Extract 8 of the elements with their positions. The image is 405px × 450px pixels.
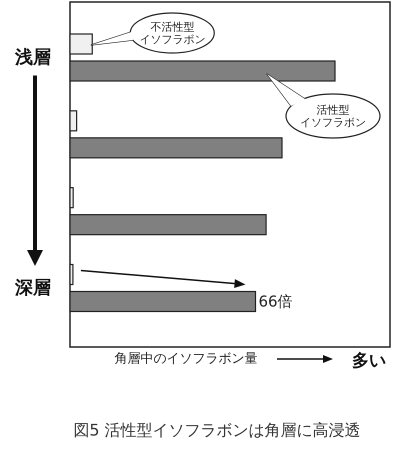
annotation: 66倍 [258, 292, 293, 310]
text: 図5 活性型イソフラボンは角層に高浸透 [73, 420, 361, 440]
y-tick-label: 深層 [14, 278, 51, 298]
text: 不活性型イソフラボン [139, 20, 206, 46]
x-axis-title: 角層中のイソフラボン量 [114, 352, 258, 366]
text: 多い [352, 351, 386, 371]
series-label: 活性型イソフラボン [300, 104, 366, 130]
y-tick-label: 浅層 [14, 47, 51, 68]
